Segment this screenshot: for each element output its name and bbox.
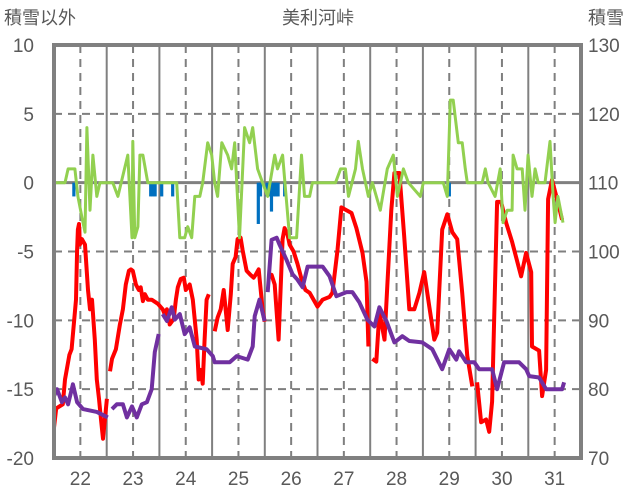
purple-series-line — [160, 297, 267, 365]
blue-bar — [149, 182, 153, 197]
x-tick-label: 29 — [439, 469, 460, 490]
right-tick-label: 120 — [588, 105, 620, 126]
x-tick-label: 26 — [281, 469, 302, 490]
x-tick-label: 27 — [333, 469, 354, 490]
right-tick-label: 110 — [588, 174, 618, 195]
left-tick-label: 5 — [23, 105, 34, 126]
red-series-line — [475, 177, 565, 434]
right-tick-label: 80 — [588, 380, 609, 401]
green-series-line — [54, 98, 565, 240]
blue-bar — [256, 182, 260, 224]
blue-bar — [160, 182, 164, 197]
blue-bar — [276, 182, 280, 197]
purple-series-line — [52, 382, 109, 420]
right-axis-title: 積雪 — [588, 8, 624, 29]
x-tick-label: 22 — [70, 469, 91, 490]
x-tick-label: 23 — [122, 469, 143, 490]
tick-labels: 10 5 0 -5 -10 -15 -20 130 120 110 100 90 80 70 22 23 24 2… — [7, 36, 620, 490]
left-tick-label: 10 — [13, 36, 34, 57]
left-axis-title: 積雪以外 — [4, 8, 76, 29]
blue-bar — [274, 182, 278, 197]
x-tick-label: 24 — [175, 469, 197, 490]
red-series-line — [371, 171, 475, 387]
right-tick-label: 100 — [588, 243, 620, 264]
blue-bar — [171, 182, 175, 197]
right-tick-label: 70 — [588, 449, 609, 470]
blue-bar — [269, 182, 274, 212]
x-tick-label: 30 — [491, 469, 512, 490]
left-tick-label: -5 — [17, 243, 34, 264]
red-series-line — [52, 222, 109, 441]
gridlines — [54, 45, 581, 458]
purple-series-line — [110, 333, 161, 420]
x-tick-label: 31 — [544, 469, 565, 490]
x-tick-label: 28 — [386, 469, 407, 490]
blue-bar — [72, 182, 76, 197]
blue-bar — [272, 182, 276, 197]
left-tick-label: -10 — [7, 311, 34, 332]
plot-frame — [52, 43, 583, 460]
right-tick-label: 90 — [588, 311, 609, 332]
left-tick-label: 0 — [23, 174, 34, 195]
blue-bar — [153, 182, 157, 197]
blue-bar — [258, 182, 263, 197]
chart-title: 美利河峠 — [282, 8, 354, 29]
right-tick-label: 130 — [588, 36, 620, 57]
purple-series-line — [265, 235, 567, 392]
plot-border — [52, 43, 583, 460]
left-tick-label: -20 — [7, 449, 34, 470]
line-series — [52, 98, 567, 441]
blue-bar — [151, 182, 155, 197]
left-tick-label: -15 — [7, 380, 34, 401]
red-series-line — [267, 205, 371, 347]
blue-bar — [265, 182, 269, 197]
blue-bar — [447, 182, 451, 197]
x-tick-label: 25 — [228, 469, 249, 490]
